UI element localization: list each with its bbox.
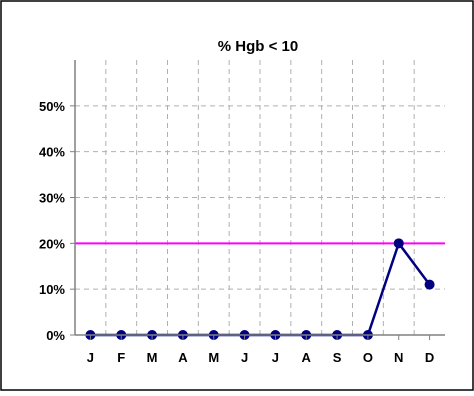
x-tick-label-1: F bbox=[117, 350, 125, 365]
x-tick-label-10: N bbox=[394, 350, 403, 365]
data-point-n-10 bbox=[393, 238, 404, 249]
chart-title: % Hgb < 10 bbox=[218, 38, 298, 55]
y-tick-label-4: 40% bbox=[39, 145, 65, 160]
grid bbox=[75, 60, 445, 335]
x-tick-label-5: J bbox=[241, 350, 248, 365]
y-tick-label-2: 20% bbox=[39, 236, 65, 251]
data-point-d-11 bbox=[424, 279, 435, 290]
x-tick-label-0: J bbox=[87, 350, 94, 365]
tick-labels: 0% 10% 20% 30% 40% 50% J F M A M J J A S O N D bbox=[39, 99, 434, 365]
x-tick-label-7: A bbox=[302, 350, 312, 365]
y-tick-label-5: 50% bbox=[39, 99, 65, 114]
y-tick-label-0: 0% bbox=[46, 328, 65, 343]
y-tick-label-3: 30% bbox=[39, 191, 65, 206]
y-tick-label-1: 10% bbox=[39, 282, 65, 297]
x-tick-label-11: D bbox=[425, 350, 434, 365]
x-tick-label-6: J bbox=[272, 350, 279, 365]
axes bbox=[70, 60, 445, 340]
x-tick-label-4: M bbox=[208, 350, 219, 365]
x-tick-label-9: O bbox=[363, 350, 373, 365]
x-tick-label-3: A bbox=[178, 350, 188, 365]
x-tick-label-2: M bbox=[147, 350, 158, 365]
x-tick-label-8: S bbox=[333, 350, 342, 365]
